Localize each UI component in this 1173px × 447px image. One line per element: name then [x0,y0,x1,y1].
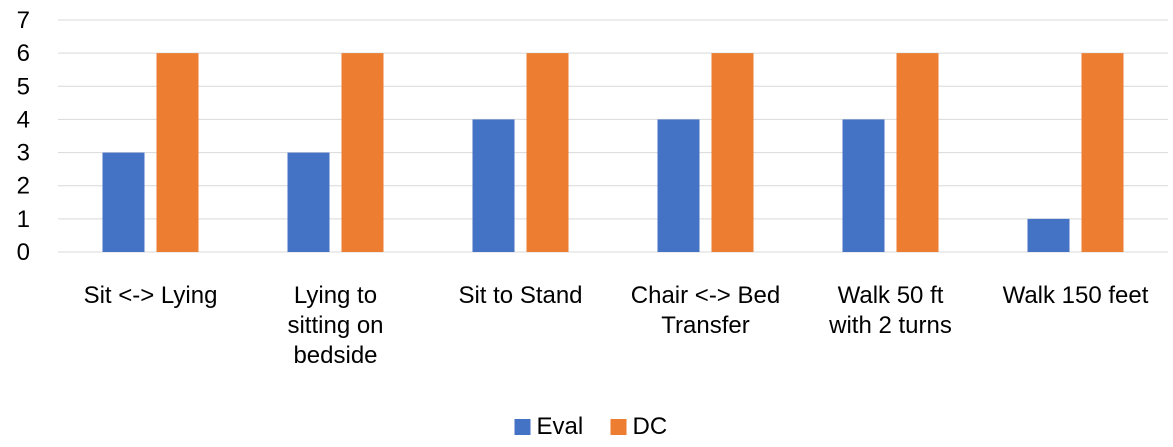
y-tick-label: 4 [17,106,30,133]
bar-eval-6 [1027,218,1070,252]
x-category-label-line: bedside [293,342,377,369]
x-category-label-line: sitting on [287,312,383,339]
bar-dc-4 [711,53,754,253]
bar-dc-3 [526,53,569,253]
bars [102,53,1124,253]
x-axis-category-labels: Sit <-> Lying Lying to sitting on bedside Si… [84,282,1149,369]
bar-eval-3 [472,119,515,252]
legend: Eval DC [514,413,668,440]
x-category-label: Sit <-> Lying [84,282,218,309]
x-category-label: Lying to sitting on bedside [287,282,383,369]
y-tick-label: 6 [17,40,30,67]
y-tick-label: 3 [17,140,30,167]
gridlines [58,19,1168,253]
bar-eval-4 [657,119,700,252]
y-tick-label: 1 [17,206,30,233]
x-category-label: Sit to Stand [458,282,582,309]
x-category-label-line: Chair <-> Bed [631,282,780,309]
x-category-label-line: Walk 50 ft [838,282,944,309]
bar-dc-6 [1081,53,1124,253]
bar-eval-1 [102,152,145,252]
x-category-label-line: Sit to Stand [458,282,582,309]
x-category-label-line: Lying to [294,282,377,309]
legend-label-eval: Eval [537,413,584,440]
y-tick-label: 0 [17,239,30,266]
legend-swatch-dc [610,419,627,435]
x-category-label: Walk 50 ft with 2 turns [828,282,952,339]
x-category-label-line: with 2 turns [828,312,952,339]
x-category-label-line: Transfer [661,312,749,339]
bar-eval-2 [287,152,330,252]
bar-eval-5 [842,119,885,252]
y-tick-label: 2 [17,173,30,200]
bar-dc-5 [896,53,939,253]
bar-dc-1 [156,53,199,253]
bar-dc-2 [341,53,384,253]
y-axis-tick-labels: 0 1 2 3 4 5 6 7 [17,7,30,266]
x-category-label: Chair <-> Bed Transfer [631,282,780,339]
legend-label-dc: DC [633,413,668,440]
legend-swatch-eval [514,419,531,435]
x-category-label-line: Walk 150 feet [1003,282,1149,309]
x-category-label: Walk 150 feet [1003,282,1149,309]
y-tick-label: 7 [17,7,30,34]
y-tick-label: 5 [17,73,30,100]
x-category-label-line: Sit <-> Lying [84,282,218,309]
